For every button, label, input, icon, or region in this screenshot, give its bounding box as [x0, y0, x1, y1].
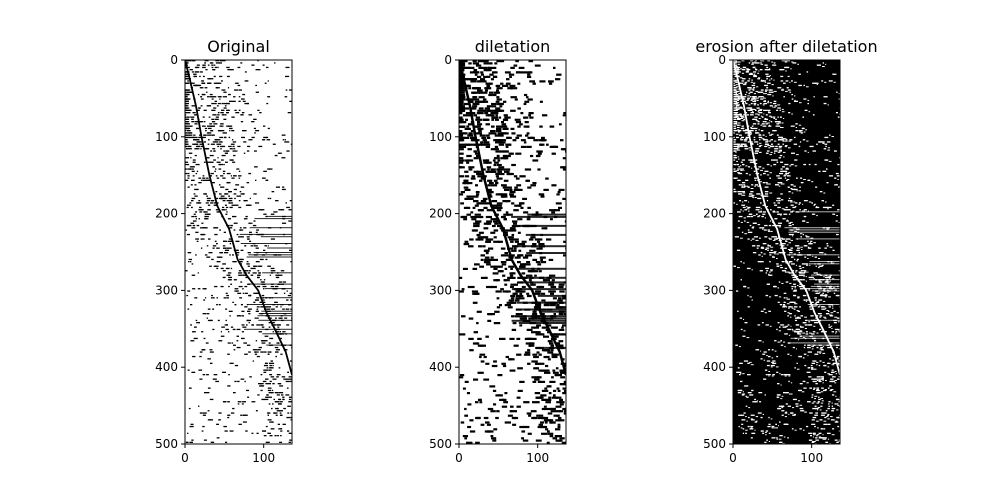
- y-tick-label: 500: [703, 437, 726, 451]
- y-tick-label: 400: [703, 360, 726, 374]
- y-tick-label: 300: [703, 283, 726, 297]
- x-tick-label: 100: [526, 451, 549, 465]
- axes-frame: [458, 59, 567, 445]
- panel-title: diletation: [475, 37, 551, 56]
- panel-title: erosion after diletation: [695, 37, 877, 56]
- x-tick-label: 0: [455, 451, 463, 465]
- axes-frame: [184, 59, 293, 445]
- y-tick-label: 100: [429, 130, 452, 144]
- y-tick-label: 400: [429, 360, 452, 374]
- y-tick-label: 500: [155, 437, 178, 451]
- y-tick-label: 200: [155, 207, 178, 221]
- x-tick-label: 0: [729, 451, 737, 465]
- image-texture: [459, 60, 566, 444]
- y-tick-label: 400: [155, 360, 178, 374]
- y-tick-label: 0: [718, 53, 726, 67]
- image-texture: [185, 60, 292, 443]
- axes-frame: [732, 59, 841, 445]
- panel-3: erosion after diletation0100200300400500…: [695, 37, 877, 465]
- y-tick-label: 300: [155, 283, 178, 297]
- y-tick-label: 100: [155, 130, 178, 144]
- trace-curve: [185, 60, 292, 376]
- y-tick-label: 200: [703, 207, 726, 221]
- y-tick-label: 200: [429, 207, 452, 221]
- x-tick-label: 0: [181, 451, 189, 465]
- trace-curve: [733, 60, 840, 376]
- x-tick-label: 100: [252, 451, 275, 465]
- y-tick-label: 300: [429, 283, 452, 297]
- image-background: [733, 60, 840, 444]
- x-tick-label: 100: [800, 451, 823, 465]
- y-tick-label: 500: [429, 437, 452, 451]
- y-tick-label: 0: [444, 53, 452, 67]
- image-texture: [733, 60, 840, 444]
- trace-curve: [459, 60, 566, 376]
- y-tick-label: 0: [170, 53, 178, 67]
- panel-title: Original: [207, 37, 270, 56]
- y-tick-label: 100: [703, 130, 726, 144]
